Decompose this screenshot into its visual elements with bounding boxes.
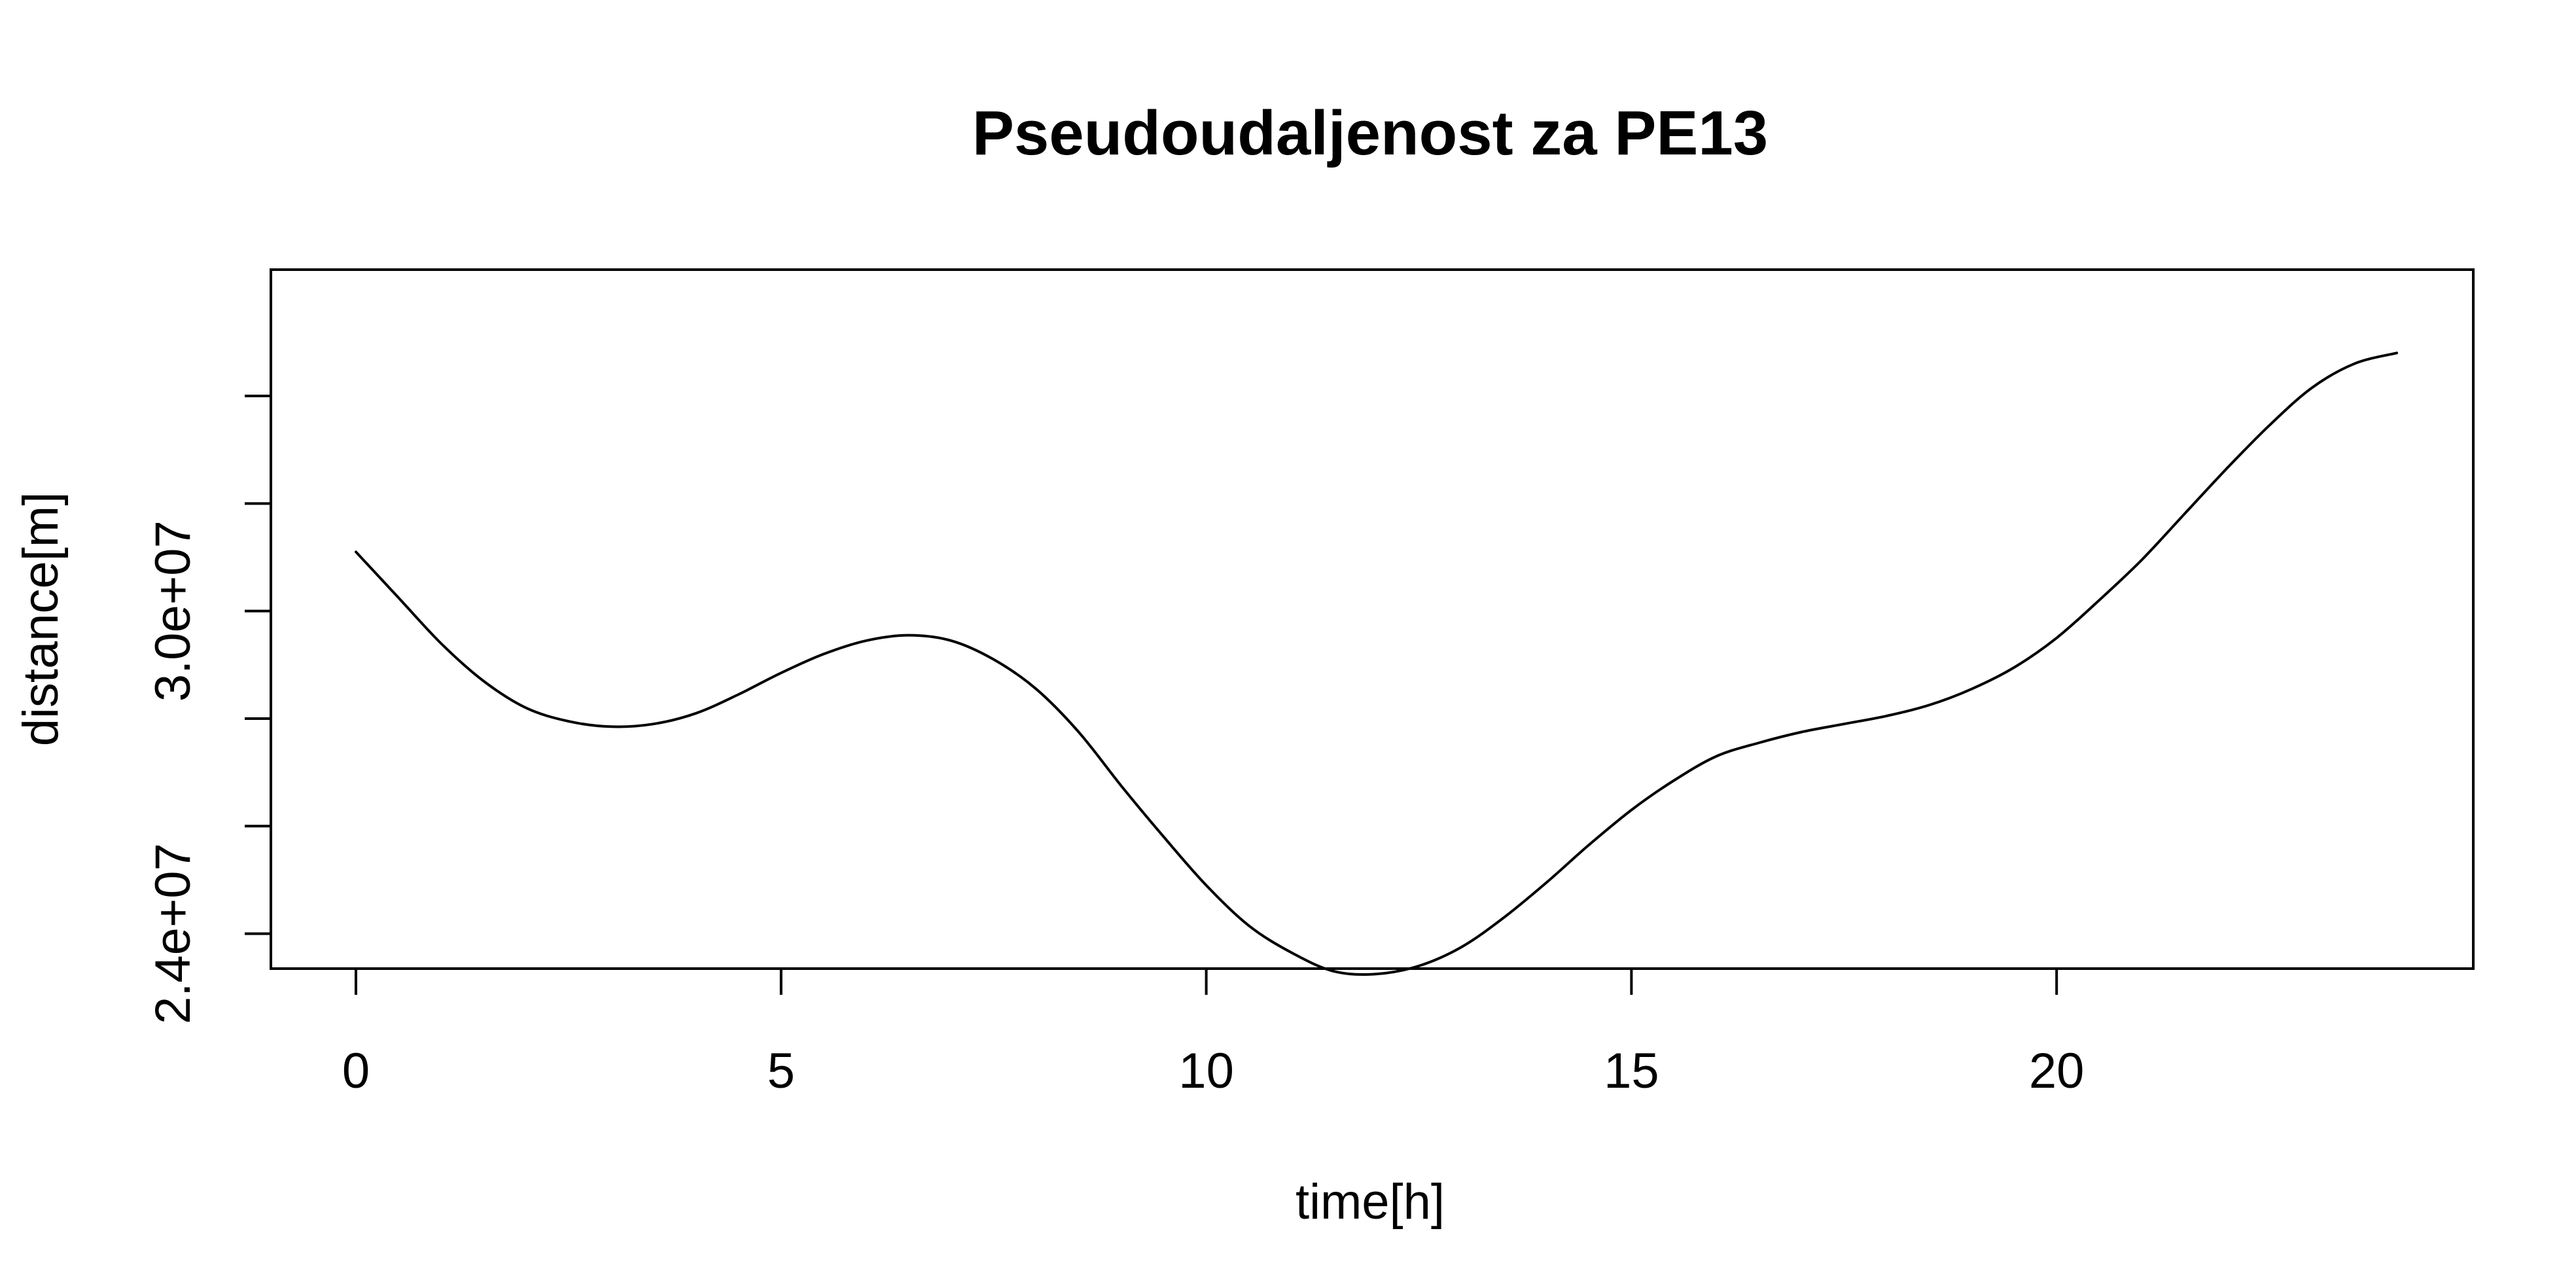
x-axis: 0 5 10 15 20 — [342, 967, 2085, 1099]
x-axis-label: time[h] — [1296, 1174, 1445, 1230]
y-tick-label: 2.4e+07 — [145, 843, 201, 1024]
x-tick-label: 20 — [2029, 1043, 2085, 1099]
plot-frame — [270, 268, 2475, 970]
series-line — [355, 351, 2398, 976]
x-tick-label: 10 — [1178, 1043, 1234, 1099]
y-tick-label: 3.0e+07 — [145, 520, 201, 702]
x-tick-label: 5 — [768, 1043, 795, 1099]
x-tick-label: 15 — [1604, 1043, 1659, 1099]
y-axis-label: distance[m] — [13, 492, 69, 747]
chart-title: Pseudoudaljenost za PE13 — [972, 98, 1768, 168]
x-tick-label: 0 — [342, 1043, 370, 1099]
y-axis: 2.4e+07 3.0e+07 — [145, 395, 272, 1024]
